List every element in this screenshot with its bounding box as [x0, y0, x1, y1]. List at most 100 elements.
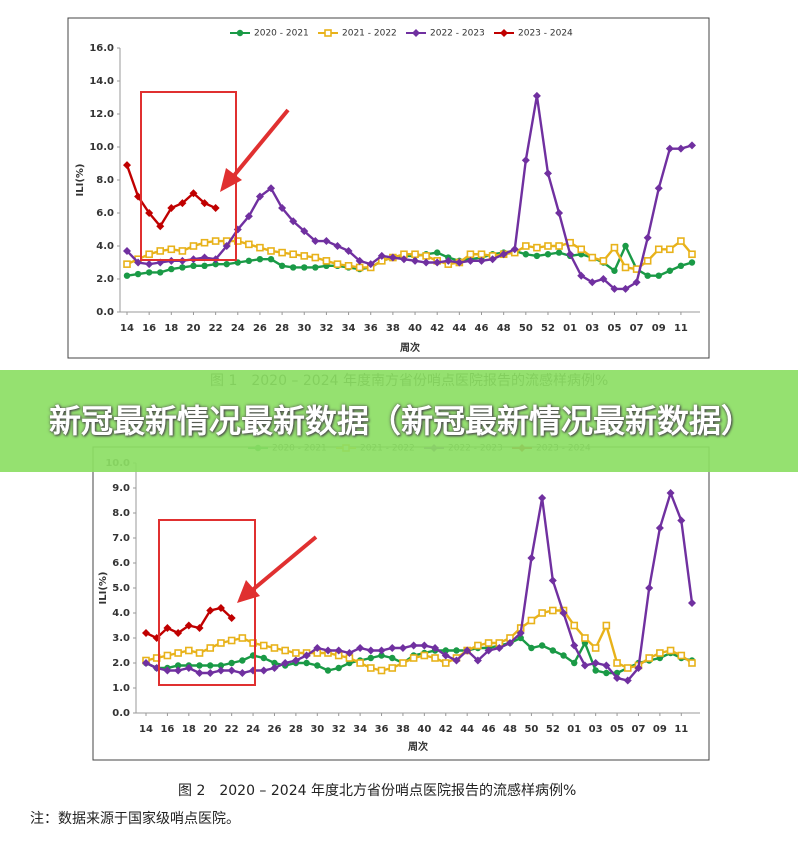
- marker: [344, 261, 353, 270]
- series-line: [145, 609, 693, 672]
- marker: [411, 256, 420, 265]
- marker: [179, 264, 186, 271]
- x-tick-label: 14: [120, 323, 134, 334]
- marker: [420, 641, 429, 650]
- marker: [184, 664, 193, 672]
- y-tick-label: 3.0: [112, 633, 130, 644]
- marker: [196, 662, 203, 669]
- marker: [644, 272, 651, 279]
- marker: [249, 639, 257, 647]
- marker: [645, 654, 653, 662]
- marker: [463, 646, 472, 655]
- marker: [206, 669, 215, 677]
- marker: [676, 144, 685, 153]
- y-tick-label: 16.0: [89, 43, 114, 54]
- marker: [431, 644, 440, 652]
- x-tick-label: 09: [652, 323, 666, 334]
- marker: [555, 249, 563, 256]
- x-axis-title: 周次: [400, 341, 420, 354]
- marker: [355, 256, 364, 265]
- marker: [623, 664, 632, 672]
- marker: [278, 262, 286, 269]
- marker: [688, 659, 696, 667]
- marker: [174, 649, 182, 657]
- marker: [666, 245, 674, 254]
- legend-marker: [236, 29, 244, 37]
- x-tick-label: 09: [653, 724, 667, 735]
- marker: [538, 494, 547, 502]
- marker: [570, 621, 579, 630]
- marker: [613, 659, 621, 667]
- marker: [195, 624, 204, 632]
- marker: [544, 251, 552, 258]
- marker: [654, 245, 663, 254]
- marker: [167, 204, 176, 213]
- x-tick-label: 28: [275, 323, 289, 334]
- marker: [167, 245, 176, 254]
- marker: [270, 644, 279, 652]
- x-tick-label: 05: [610, 724, 624, 735]
- marker: [538, 642, 546, 649]
- x-tick-label: 34: [342, 323, 356, 334]
- marker: [223, 260, 230, 268]
- marker: [289, 264, 297, 271]
- x-tick-label: 22: [209, 323, 223, 334]
- marker: [527, 616, 536, 625]
- y-tick-label: 0.0: [112, 708, 130, 719]
- marker: [442, 647, 449, 654]
- marker: [528, 644, 535, 652]
- marker: [611, 267, 618, 274]
- marker: [174, 666, 183, 675]
- marker: [201, 262, 208, 269]
- marker: [499, 250, 508, 259]
- x-tick-label: 26: [268, 724, 282, 735]
- x-tick-label: 42: [430, 323, 444, 334]
- marker: [411, 250, 419, 259]
- marker: [311, 253, 320, 262]
- legend-label: 2021 - 2022: [342, 29, 397, 39]
- marker: [533, 243, 541, 252]
- marker: [581, 634, 589, 642]
- y-tick-label: 8.0: [112, 508, 130, 519]
- marker: [555, 209, 564, 217]
- marker: [256, 256, 264, 263]
- marker: [324, 646, 332, 655]
- marker: [267, 247, 275, 255]
- y-tick-label: 5.0: [112, 583, 130, 594]
- marker: [227, 636, 236, 645]
- x-tick-label: 28: [289, 724, 303, 735]
- marker: [399, 659, 407, 667]
- marker: [441, 651, 450, 660]
- marker: [654, 184, 663, 193]
- marker: [335, 664, 342, 672]
- marker: [314, 662, 321, 669]
- marker: [538, 609, 546, 617]
- marker: [312, 264, 319, 271]
- marker: [291, 656, 300, 665]
- marker: [621, 263, 630, 272]
- marker: [259, 641, 268, 650]
- x-tick-label: 20: [187, 323, 201, 334]
- marker: [289, 250, 297, 259]
- marker: [527, 554, 536, 562]
- x-tick-label: 03: [589, 724, 603, 735]
- y-tick-label: 1.0: [112, 683, 130, 694]
- marker: [532, 91, 541, 100]
- marker: [255, 192, 264, 201]
- marker: [643, 257, 652, 265]
- marker: [184, 621, 193, 630]
- x-tick-label: 22: [225, 724, 239, 735]
- marker: [452, 656, 461, 665]
- x-tick-label: 01: [567, 724, 581, 735]
- marker: [610, 243, 619, 252]
- chart-frame: [92, 446, 710, 761]
- marker: [163, 666, 172, 675]
- marker: [195, 649, 204, 657]
- banner: 新冠最新情况最新数据（新冠最新情况最新数据）: [0, 370, 798, 472]
- marker: [560, 652, 567, 659]
- marker: [422, 258, 431, 267]
- marker: [455, 258, 464, 267]
- y-tick-label: 8.0: [96, 175, 114, 186]
- marker: [444, 256, 453, 265]
- marker: [599, 275, 608, 283]
